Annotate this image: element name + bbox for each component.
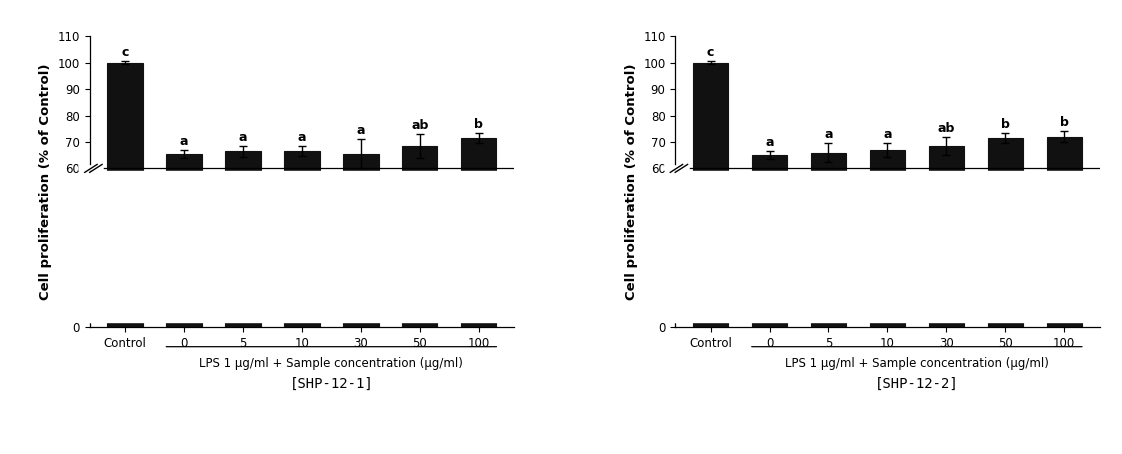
Bar [675, 171, 1087, 321]
Bar [86, 171, 92, 321]
Bar [90, 171, 503, 321]
Text: ab: ab [938, 122, 955, 134]
Text: ab: ab [411, 119, 429, 132]
Text: a: a [180, 135, 188, 148]
Text: a: a [239, 131, 247, 144]
Text: [SHP-12-1]: [SHP-12-1] [289, 377, 374, 391]
Text: b: b [1060, 116, 1068, 129]
Y-axis label: Cell proliferation (% of Control): Cell proliferation (% of Control) [625, 64, 637, 300]
Bar [166, 154, 202, 327]
Bar [343, 154, 378, 327]
Text: a: a [357, 124, 365, 137]
Bar [929, 146, 964, 327]
Text: c: c [121, 46, 129, 59]
Y-axis label: Cell proliferation (% of Control): Cell proliferation (% of Control) [39, 64, 52, 300]
Text: c: c [707, 46, 715, 59]
Text: b: b [1001, 118, 1010, 131]
Text: a: a [297, 131, 306, 144]
Bar [226, 151, 260, 327]
Bar [108, 63, 142, 327]
Bar [284, 151, 320, 327]
Bar [870, 150, 905, 327]
Text: b: b [475, 118, 484, 131]
Bar [752, 155, 788, 327]
Text: a: a [765, 136, 774, 149]
Bar [693, 63, 728, 327]
Bar [987, 138, 1023, 327]
Bar [402, 146, 438, 327]
Bar [461, 138, 496, 327]
Text: LPS 1 μg/ml + Sample concentration (μg/ml): LPS 1 μg/ml + Sample concentration (μg/m… [200, 357, 463, 370]
Text: [SHP-12-2]: [SHP-12-2] [875, 377, 959, 391]
Text: a: a [883, 128, 892, 141]
Bar [811, 153, 846, 327]
Bar [672, 171, 677, 321]
Text: LPS 1 μg/ml + Sample concentration (μg/ml): LPS 1 μg/ml + Sample concentration (μg/m… [785, 357, 1049, 370]
Bar [1047, 137, 1082, 327]
Text: a: a [825, 128, 833, 141]
